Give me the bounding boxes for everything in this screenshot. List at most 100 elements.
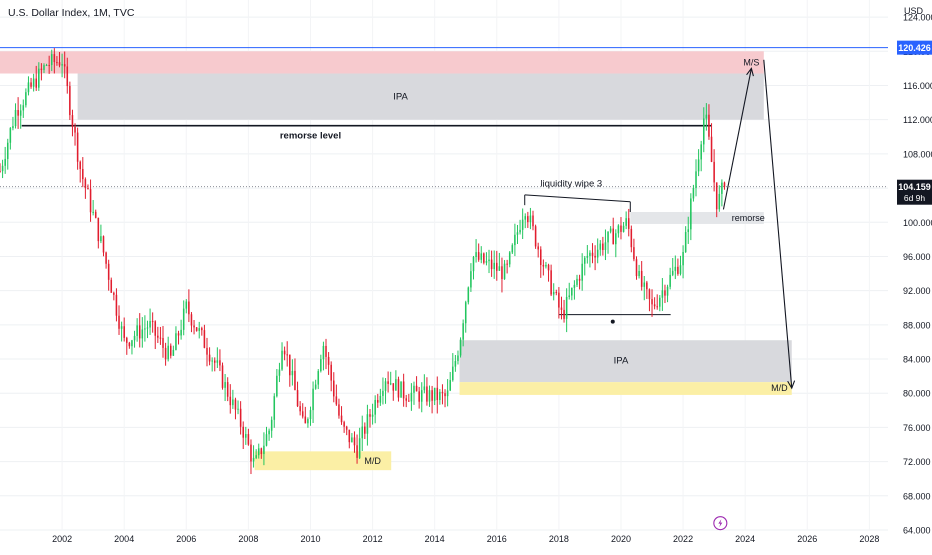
candle-body: [6, 142, 9, 159]
y-tick-label: 76.000: [903, 423, 931, 433]
candle-body: [32, 78, 35, 87]
candle-body: [123, 326, 125, 338]
candle-body: [351, 437, 353, 443]
candle-body: [255, 455, 257, 458]
candle-body: [234, 399, 237, 410]
candle-body: [100, 236, 102, 242]
candle-body: [325, 345, 327, 357]
y-tick-label: 72.000: [903, 457, 931, 467]
candle-body: [281, 350, 283, 370]
candle-body: [713, 161, 715, 183]
candle-body: [565, 296, 568, 319]
candle-body: [164, 347, 167, 360]
candle-body: [480, 253, 483, 260]
candle-body: [695, 171, 697, 189]
candle-body: [74, 126, 76, 133]
candle-body: [345, 426, 348, 430]
candle-body: [501, 266, 503, 280]
candle-body: [343, 422, 345, 427]
candle-body: [723, 182, 726, 187]
candle-body: [89, 189, 92, 213]
y-tick-label: 92.000: [903, 286, 931, 296]
candle-body: [338, 404, 340, 416]
candle-body: [133, 335, 136, 341]
candle-body: [402, 381, 405, 399]
md-right-label: M/D: [771, 383, 788, 393]
candle-body: [82, 168, 84, 180]
candle-body: [309, 410, 312, 420]
candle-body: [477, 252, 480, 260]
candle-body: [661, 290, 664, 298]
candle-body: [400, 381, 402, 398]
candle-body: [410, 392, 413, 402]
candle-body: [144, 328, 146, 330]
candle-body: [327, 356, 330, 365]
candle-body: [149, 321, 151, 328]
candle-body: [35, 78, 37, 88]
x-tick-label: 2022: [673, 534, 693, 544]
candle-body: [299, 406, 301, 412]
candle-body: [201, 328, 203, 331]
candle-body: [493, 262, 495, 270]
candle-body: [690, 198, 692, 230]
candle-body: [169, 345, 172, 356]
candle-body: [366, 414, 369, 434]
zones: [0, 51, 792, 471]
candle-body: [488, 259, 490, 262]
candle-body: [591, 252, 594, 256]
candle-body: [679, 265, 682, 274]
time-axis: 2002 2004 2006 2008 2010 2012 2014 2016 2018 2020…: [52, 534, 879, 544]
candle-body: [213, 360, 216, 363]
candle-body: [330, 364, 332, 381]
md-left-label: M/D: [364, 456, 381, 466]
candle-body: [25, 92, 27, 106]
candle-body: [560, 307, 563, 310]
candle-body: [558, 292, 560, 308]
x-tick-label: 2006: [176, 534, 196, 544]
candle-body: [322, 345, 325, 360]
candle-body: [498, 266, 501, 271]
x-tick-label: 2014: [425, 534, 445, 544]
candle-body: [257, 448, 260, 456]
candle-body: [320, 359, 322, 372]
candle-body: [506, 263, 508, 265]
candle-body: [415, 385, 418, 392]
candle-body: [219, 360, 221, 366]
candle-body: [76, 132, 79, 162]
candle-body: [131, 340, 133, 347]
candle-body: [126, 337, 128, 343]
candle-body: [659, 297, 661, 307]
candle-body: [485, 261, 488, 263]
candle-body: [195, 327, 198, 331]
candle-body: [252, 457, 255, 462]
candle-body: [599, 243, 602, 250]
y-tick-label: 112.000: [903, 115, 932, 125]
candle-body: [594, 255, 596, 258]
candle-body: [583, 257, 586, 264]
candle-body: [653, 304, 656, 307]
candle-body: [646, 282, 648, 290]
candle-body: [1, 165, 4, 172]
projection-arrow-head: [787, 380, 796, 390]
candle-body: [162, 338, 164, 348]
chart-title: U.S. Dollar Index, 1M, TVC: [8, 7, 135, 19]
last-price-value: 104.159: [898, 182, 931, 192]
y-tick-label: 124.000: [903, 13, 932, 23]
remorse-label: remorse: [732, 213, 765, 223]
candle-body: [539, 249, 542, 265]
candle-body: [138, 325, 141, 339]
candle-body: [571, 287, 573, 296]
candle-body: [428, 390, 431, 402]
candle-body: [314, 384, 317, 389]
candle-body: [433, 387, 436, 401]
candle-body: [172, 349, 175, 356]
candle-body: [664, 290, 666, 296]
candle-body: [335, 396, 338, 405]
candle-body: [464, 302, 467, 324]
candle-body: [40, 68, 43, 71]
candles: [0, 48, 726, 475]
projection-arrow-head: [746, 67, 754, 77]
candle-body: [511, 245, 514, 253]
candle-body: [146, 327, 149, 329]
y-tick-label: 80.000: [903, 389, 931, 399]
